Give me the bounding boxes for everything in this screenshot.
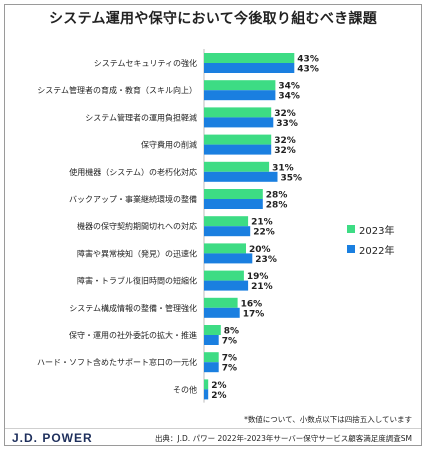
legend: 2023年 2022年 [347,222,394,262]
bar-2023 [204,161,270,172]
data-label: 21% [251,282,273,292]
data-label: 32% [274,136,296,146]
data-label: 23% [255,255,277,265]
category-label: ハード・ソフト含めたサポート窓口の一元化 [37,357,197,367]
bar-2023 [204,325,221,335]
bar-2022 [204,226,251,237]
data-label: 28% [266,191,288,201]
category-label: システム管理者の育成・教育（スキル向上） [37,85,197,95]
category-label: 障害・トラブル復旧時間の短縮化 [77,276,197,286]
data-label: 31% [272,163,294,173]
legend-label-2022: 2022年 [359,245,395,257]
category-label: システムセキュリティの強化 [94,58,197,68]
jd-power-logo: J.D. POWER [12,431,93,445]
bar-2023 [204,270,244,281]
bar-2023 [204,216,249,227]
bar-2023 [204,134,272,145]
data-label: 33% [276,119,298,129]
bar-2022 [204,362,219,373]
data-label: 7% [222,364,237,374]
bar-2022 [204,335,219,345]
legend-item-2023: 2023年 [347,222,395,237]
category-label: システム管理者の運用負担軽減 [85,112,197,122]
bar-2022 [204,199,263,209]
rounding-note: *数値について、小数点以下は四捨五入しています [244,415,412,424]
bar-2022 [204,117,274,128]
bar-2022 [204,171,278,182]
data-label: 43% [297,55,319,65]
data-label: 43% [297,65,319,75]
data-label: 19% [247,272,269,282]
bar-2023 [204,80,276,91]
data-label: 34% [278,92,300,102]
data-label: 8% [224,327,239,337]
category-label: 機器の保守契約期間切れへの対応 [77,221,197,231]
chart-title: システム運用や保守において今後取り組むべき課題 [48,11,378,27]
data-label: 21% [251,218,273,228]
bar-2023 [204,297,238,308]
bar-2023 [204,243,246,254]
data-label: 22% [253,228,275,238]
bar-2023 [204,189,263,199]
data-label: 28% [266,201,288,211]
bar-2023 [204,352,219,363]
data-label: 2% [211,381,226,391]
data-label: 34% [278,82,300,92]
data-label: 16% [241,299,263,309]
footer-divider [5,428,421,429]
category-label: システム構成情報の整備・管理強化 [69,303,197,313]
category-label: 使用機器（システム）の老朽化対応 [69,167,197,177]
bar-2022 [204,90,276,101]
category-label: 保守・運用の社外委託の拡大・推進 [69,330,197,340]
category-label: その他 [173,384,197,394]
legend-swatch-2023 [347,225,355,233]
source-note: 出典：J.D. パワー 2022年-2023年サーバー保守サービス顧客満足度調査… [154,434,412,443]
data-label: 32% [274,146,296,156]
bar-2022 [204,144,272,155]
legend-swatch-2022 [347,245,355,253]
legend-label-2023: 2023年 [359,225,395,237]
data-label: 20% [249,245,271,255]
bar-2023 [204,53,295,63]
bar-2023 [204,107,272,118]
bar-2022 [204,63,295,73]
bar-2022 [204,389,209,400]
data-label: 32% [274,109,296,119]
data-label: 17% [243,309,265,319]
category-label: 障害や異常検知（発見）の迅速化 [77,248,197,258]
data-label: 2% [211,391,226,401]
category-label: バックアップ・事業継続環境の整備 [69,194,197,204]
data-label: 35% [281,173,303,183]
data-label: 7% [222,354,237,364]
bar-2022 [204,307,240,318]
bar-2022 [204,280,249,291]
bar-2022 [204,253,253,264]
data-label: 7% [222,337,237,347]
category-label: 保守費用の削減 [141,140,197,150]
legend-item-2022: 2022年 [347,242,395,257]
bar-2023 [204,379,209,390]
